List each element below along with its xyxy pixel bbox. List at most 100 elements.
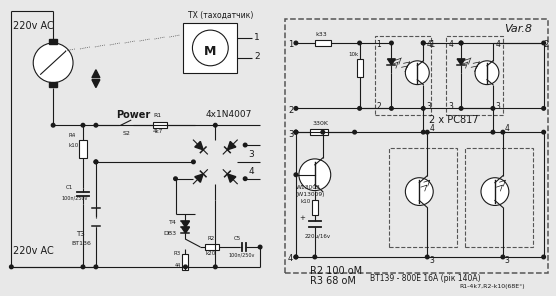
- Circle shape: [421, 41, 425, 45]
- Circle shape: [501, 130, 505, 134]
- Circle shape: [459, 41, 463, 45]
- Circle shape: [81, 265, 85, 269]
- Bar: [153, 122, 167, 128]
- Text: 220v AC: 220v AC: [13, 21, 54, 31]
- Text: 3: 3: [288, 130, 294, 139]
- Circle shape: [192, 30, 229, 66]
- Circle shape: [294, 255, 297, 259]
- Circle shape: [405, 61, 429, 85]
- Text: 3: 3: [426, 102, 431, 111]
- Text: 3: 3: [496, 102, 501, 111]
- Circle shape: [214, 265, 217, 269]
- Circle shape: [491, 107, 495, 110]
- Text: 3: 3: [505, 256, 510, 266]
- Text: R3: R3: [173, 252, 181, 257]
- Text: 100n/250v: 100n/250v: [61, 195, 87, 200]
- Circle shape: [192, 160, 195, 164]
- Circle shape: [421, 130, 425, 134]
- Circle shape: [244, 177, 247, 181]
- Polygon shape: [181, 221, 190, 227]
- Text: T4: T4: [168, 220, 176, 225]
- Circle shape: [425, 130, 429, 134]
- Text: k33: k33: [316, 32, 327, 37]
- Text: C1: C1: [66, 185, 73, 190]
- Circle shape: [173, 177, 177, 181]
- Text: (W13009): (W13009): [296, 192, 325, 197]
- Text: 4x1N4007: 4x1N4007: [205, 110, 252, 119]
- Text: +: +: [299, 215, 305, 221]
- Text: 2: 2: [376, 102, 381, 111]
- Polygon shape: [181, 227, 190, 233]
- Text: BT139 - 800E 16A (рік 140A): BT139 - 800E 16A (рік 140A): [370, 274, 480, 283]
- Text: 1: 1: [376, 41, 381, 49]
- Circle shape: [9, 265, 13, 269]
- Text: 10k: 10k: [349, 52, 359, 57]
- Text: T3: T3: [76, 231, 85, 237]
- Circle shape: [542, 41, 545, 45]
- Circle shape: [491, 130, 495, 134]
- Circle shape: [81, 123, 85, 127]
- Circle shape: [421, 107, 425, 110]
- Circle shape: [501, 255, 505, 259]
- Text: 3: 3: [448, 102, 453, 111]
- Text: 4: 4: [288, 255, 293, 263]
- Text: R1: R1: [153, 113, 162, 118]
- Circle shape: [542, 255, 545, 259]
- Circle shape: [183, 265, 187, 269]
- Text: k10: k10: [68, 143, 78, 147]
- Text: 1: 1: [288, 41, 293, 49]
- Text: 2: 2: [544, 41, 549, 49]
- Text: Var.8: Var.8: [504, 24, 532, 34]
- Text: k10: k10: [301, 199, 311, 204]
- Text: k20: k20: [205, 252, 216, 257]
- Polygon shape: [388, 59, 395, 65]
- Polygon shape: [457, 59, 465, 65]
- Bar: [49, 39, 57, 44]
- Text: 44: 44: [175, 263, 181, 268]
- Text: W13003: W13003: [296, 185, 321, 190]
- Circle shape: [244, 143, 247, 147]
- Bar: [375, 36, 431, 115]
- Polygon shape: [92, 80, 100, 88]
- Circle shape: [214, 123, 217, 127]
- Text: R2: R2: [207, 236, 215, 241]
- Text: R2 100 оМ: R2 100 оМ: [310, 266, 362, 276]
- Text: 2 x PC817: 2 x PC817: [429, 115, 479, 125]
- Text: DB3: DB3: [163, 231, 177, 236]
- Text: 4k7: 4k7: [153, 129, 163, 134]
- Text: 220μ/16v: 220μ/16v: [305, 234, 331, 239]
- Bar: [49, 82, 57, 87]
- Circle shape: [542, 107, 545, 110]
- Text: 3: 3: [429, 256, 434, 266]
- Text: 1: 1: [429, 41, 434, 49]
- Circle shape: [94, 123, 98, 127]
- Bar: [183, 23, 237, 73]
- Circle shape: [94, 160, 98, 164]
- Circle shape: [421, 41, 425, 45]
- Circle shape: [405, 178, 433, 205]
- Circle shape: [294, 255, 297, 259]
- Text: 330K: 330K: [313, 121, 329, 126]
- Text: R1-4k7,R2-k10(68E°): R1-4k7,R2-k10(68E°): [459, 284, 525, 289]
- Circle shape: [294, 130, 297, 134]
- Circle shape: [390, 107, 393, 110]
- Text: S2: S2: [123, 131, 131, 136]
- Circle shape: [542, 130, 545, 134]
- Circle shape: [321, 130, 325, 134]
- Text: M: M: [205, 45, 217, 58]
- Circle shape: [358, 41, 361, 45]
- Text: 100n/250v: 100n/250v: [229, 252, 255, 258]
- Circle shape: [294, 130, 297, 134]
- Circle shape: [51, 123, 55, 127]
- Circle shape: [425, 255, 429, 259]
- Circle shape: [259, 245, 262, 249]
- Bar: [79, 140, 87, 158]
- Polygon shape: [227, 141, 236, 150]
- Circle shape: [33, 43, 73, 83]
- Bar: [389, 148, 457, 247]
- Circle shape: [94, 265, 98, 269]
- Bar: [356, 59, 363, 77]
- Circle shape: [358, 107, 361, 110]
- Text: 2: 2: [288, 106, 293, 115]
- Circle shape: [481, 178, 509, 205]
